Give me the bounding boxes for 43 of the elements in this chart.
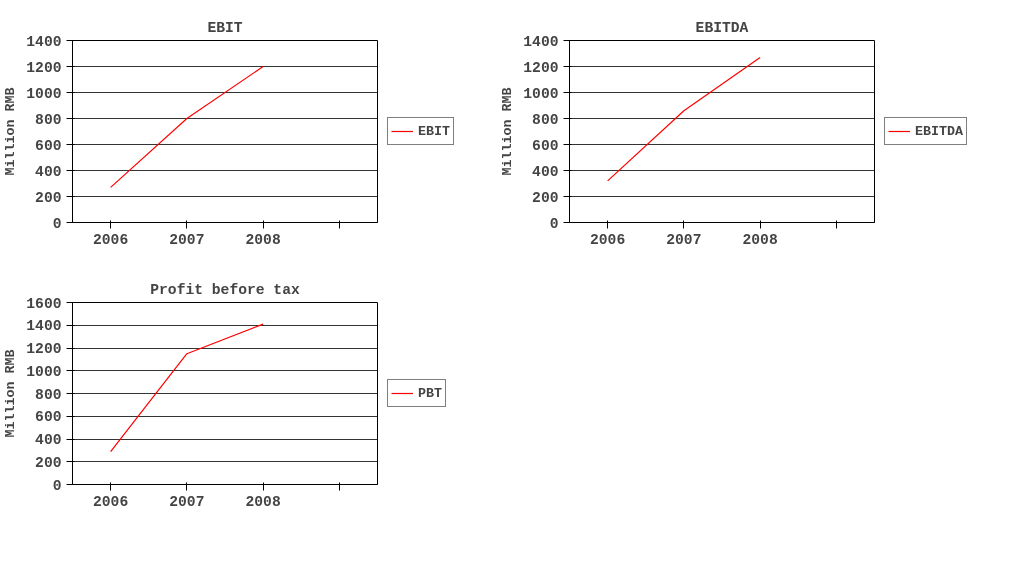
- chart-title: Profit before tax: [150, 281, 300, 298]
- y-axis-title: Million RMB: [500, 87, 516, 176]
- y-tick-label: 1200: [26, 341, 62, 357]
- legend-label: PBT: [418, 385, 442, 401]
- x-tick-label: 2008: [742, 231, 778, 248]
- legend-label: EBITDA: [915, 123, 963, 139]
- y-tick-label: 600: [532, 137, 559, 154]
- y-tick-label: 400: [532, 163, 559, 180]
- y-tick-label: 1200: [26, 59, 62, 76]
- y-tick-label: 400: [35, 432, 62, 448]
- x-tick-label: 2006: [590, 231, 626, 248]
- x-tick-label: 2008: [245, 493, 281, 510]
- y-tick-label: 1400: [523, 33, 559, 50]
- y-tick-label: 1200: [523, 59, 559, 76]
- y-tick-label: 600: [35, 409, 62, 426]
- y-tick-label: 200: [35, 189, 62, 206]
- y-tick-label: 200: [35, 454, 62, 471]
- y-tick-label: 1400: [26, 33, 62, 50]
- y-tick-label: 0: [549, 215, 559, 232]
- legend-label: EBIT: [418, 123, 450, 139]
- y-tick-label: 200: [532, 189, 559, 206]
- y-tick-label: 0: [52, 477, 62, 494]
- y-tick-label: 1000: [523, 85, 559, 102]
- x-tick-label: 2006: [93, 231, 129, 248]
- y-tick-label: 800: [35, 111, 62, 128]
- y-tick-label: 600: [35, 137, 62, 154]
- y-tick-label: 1600: [26, 295, 62, 312]
- x-tick-label: 2007: [666, 231, 702, 248]
- x-tick-label: 2007: [169, 493, 205, 510]
- x-tick-label: 2006: [93, 493, 129, 510]
- y-tick-label: 1400: [26, 318, 62, 335]
- y-axis-title: Million RMB: [3, 349, 19, 438]
- x-tick-label: 2007: [169, 231, 205, 248]
- chart-title: EBIT: [207, 19, 243, 36]
- y-tick-label: 800: [532, 111, 559, 128]
- y-tick-label: 1000: [26, 85, 62, 102]
- y-tick-label: 0: [52, 215, 62, 232]
- y-tick-label: 400: [35, 163, 62, 180]
- y-axis-title: Million RMB: [3, 87, 19, 176]
- y-tick-label: 800: [35, 386, 62, 403]
- x-tick-label: 2008: [245, 231, 281, 248]
- chart-title: EBITDA: [695, 19, 749, 36]
- y-tick-label: 1000: [26, 363, 62, 380]
